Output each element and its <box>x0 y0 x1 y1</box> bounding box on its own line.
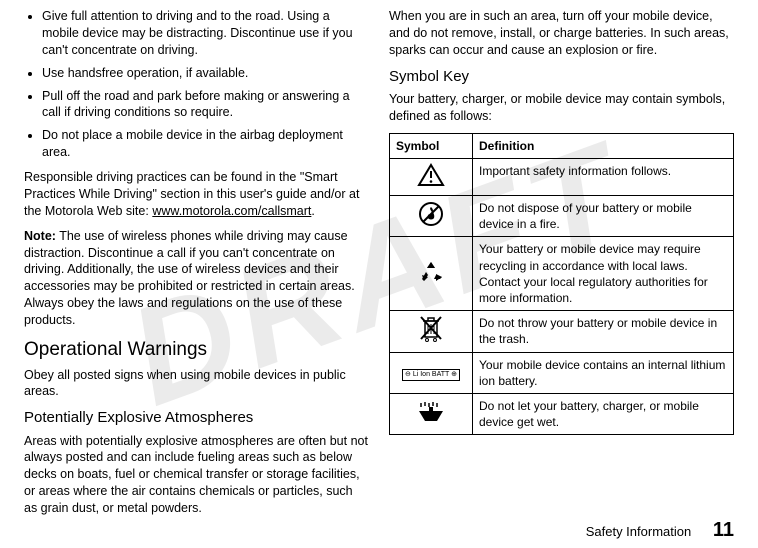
definition-cell: Your battery or mobile device may requir… <box>473 237 734 311</box>
list-item: Pull off the road and park before making… <box>42 88 369 122</box>
no-fire-icon <box>418 201 444 227</box>
operational-warnings-text: Obey all posted signs when using mobile … <box>24 367 369 401</box>
definition-cell: Important safety information follows. <box>473 158 734 195</box>
symbol-table: Symbol Definition Important safety infor… <box>389 133 734 436</box>
warning-icon <box>417 163 445 187</box>
list-item: Use handsfree operation, if available. <box>42 65 369 82</box>
symbol-cell <box>390 237 473 311</box>
definition-cell: Do not let your battery, charger, or mob… <box>473 393 734 434</box>
symbol-key-heading: Symbol Key <box>389 67 734 87</box>
symbol-cell <box>390 196 473 237</box>
no-water-icon <box>417 401 445 423</box>
explosive-atmospheres-heading: Potentially Explosive Atmospheres <box>24 408 369 428</box>
note-label: Note: <box>24 229 56 243</box>
table-row: Important safety information follows. <box>390 158 734 195</box>
table-row: Do not let your battery, charger, or mob… <box>390 393 734 434</box>
definition-header: Definition <box>473 133 734 158</box>
area-warning-text: When you are in such an area, turn off y… <box>389 8 734 59</box>
symbol-cell <box>390 311 473 352</box>
table-row: Do not dispose of your battery or mobile… <box>390 196 734 237</box>
table-row: Your battery or mobile device may requir… <box>390 237 734 311</box>
left-column: Give full attention to driving and to th… <box>24 8 369 525</box>
symbol-cell <box>390 393 473 434</box>
no-trash-icon <box>419 315 443 343</box>
table-header-row: Symbol Definition <box>390 133 734 158</box>
driving-practices-paragraph: Responsible driving practices can be fou… <box>24 169 369 220</box>
note-paragraph: Note: The use of wireless phones while d… <box>24 228 369 329</box>
note-text: The use of wireless phones while driving… <box>24 229 355 327</box>
table-row: Do not throw your battery or mobile devi… <box>390 311 734 352</box>
bullet-list: Give full attention to driving and to th… <box>24 8 369 161</box>
li-ion-label: Li Ion BATT <box>413 371 449 378</box>
symbol-cell: ⊖ Li Ion BATT ⊕ <box>390 352 473 393</box>
motorola-link[interactable]: www.motorola.com/callsmart <box>152 204 311 218</box>
list-item: Do not place a mobile device in the airb… <box>42 127 369 161</box>
symbol-key-intro: Your battery, charger, or mobile device … <box>389 91 734 125</box>
explosive-atmospheres-text: Areas with potentially explosive atmosph… <box>24 433 369 517</box>
definition-cell: Your mobile device contains an internal … <box>473 352 734 393</box>
definition-cell: Do not throw your battery or mobile devi… <box>473 311 734 352</box>
operational-warnings-heading: Operational Warnings <box>24 337 369 363</box>
li-ion-icon: ⊖ Li Ion BATT ⊕ <box>402 369 460 380</box>
right-column: When you are in such an area, turn off y… <box>389 8 734 525</box>
list-item: Give full attention to driving and to th… <box>42 8 369 59</box>
page-content: Give full attention to driving and to th… <box>0 0 758 529</box>
definition-cell: Do not dispose of your battery or mobile… <box>473 196 734 237</box>
text-span: . <box>311 204 314 218</box>
recycle-icon <box>418 259 444 285</box>
symbol-header: Symbol <box>390 133 473 158</box>
table-row: ⊖ Li Ion BATT ⊕ Your mobile device conta… <box>390 352 734 393</box>
symbol-cell <box>390 158 473 195</box>
